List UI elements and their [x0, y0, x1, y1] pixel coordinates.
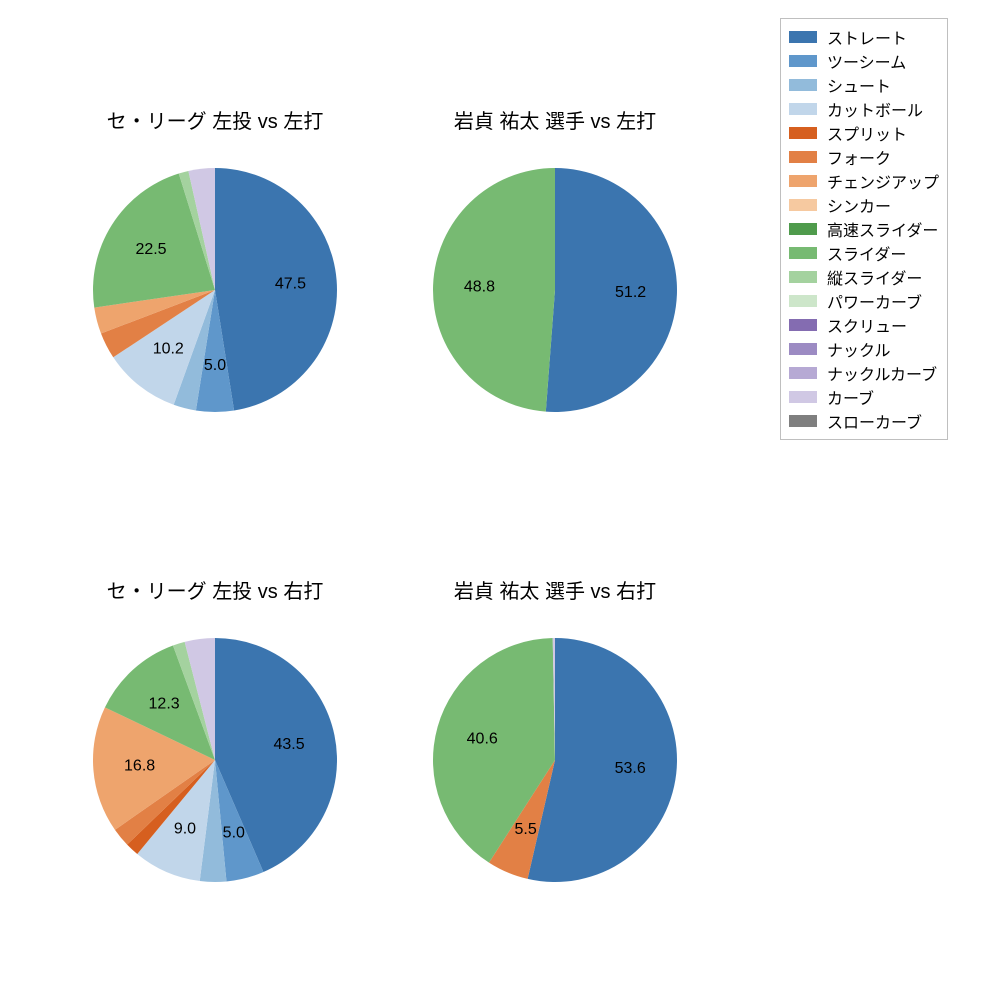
legend-swatch	[789, 319, 817, 331]
pie-chart: 53.6 5.5 40.6	[393, 598, 717, 922]
legend-label: ストレート	[827, 25, 907, 49]
pie-slice-label: 9.0	[174, 821, 196, 838]
legend-label: ナックルカーブ	[827, 361, 937, 385]
legend: ストレートツーシームシュートカットボールスプリットフォークチェンジアップシンカー…	[780, 18, 948, 440]
legend-swatch	[789, 103, 817, 115]
legend-swatch	[789, 271, 817, 283]
pie-slice-label: 51.2	[615, 284, 646, 301]
legend-swatch	[789, 415, 817, 427]
legend-label: スクリュー	[827, 313, 907, 337]
legend-item: 高速スライダー	[789, 217, 939, 241]
legend-label: フォーク	[827, 145, 891, 169]
legend-label: チェンジアップ	[827, 169, 939, 193]
legend-item: シンカー	[789, 193, 939, 217]
legend-item: ストレート	[789, 25, 939, 49]
legend-label: スライダー	[827, 241, 906, 265]
pie-slice-label: 5.5	[514, 821, 536, 838]
legend-item: パワーカーブ	[789, 289, 939, 313]
legend-swatch	[789, 79, 817, 91]
legend-label: ツーシーム	[827, 49, 906, 73]
legend-swatch	[789, 295, 817, 307]
legend-item: スライダー	[789, 241, 939, 265]
legend-item: 縦スライダー	[789, 265, 939, 289]
legend-label: カーブ	[827, 385, 874, 409]
pie-chart: 43.5 5.0 9.0 16.8 12.3	[53, 598, 377, 922]
legend-item: フォーク	[789, 145, 939, 169]
pie-slice-label: 43.5	[273, 736, 304, 753]
pie-slice-label: 12.3	[149, 695, 180, 712]
legend-item: ナックル	[789, 337, 939, 361]
legend-item: カーブ	[789, 385, 939, 409]
pie-slice-label: 48.8	[464, 278, 495, 295]
legend-label: ナックル	[827, 337, 891, 361]
legend-label: 高速スライダー	[827, 217, 938, 241]
legend-label: シュート	[827, 73, 891, 97]
chart-grid: セ・リーグ 左投 vs 左打47.55.010.222.5岩貞 祐太 選手 vs…	[0, 0, 1000, 1000]
legend-item: スローカーブ	[789, 409, 939, 433]
pie-slice-label: 5.0	[204, 357, 226, 374]
pie-chart: 51.2 48.8	[393, 128, 717, 452]
legend-item: ナックルカーブ	[789, 361, 939, 385]
legend-label: スローカーブ	[827, 409, 922, 433]
pie-slice-label: 5.0	[223, 824, 245, 841]
legend-swatch	[789, 151, 817, 163]
legend-item: スクリュー	[789, 313, 939, 337]
legend-label: シンカー	[827, 193, 891, 217]
legend-item: チェンジアップ	[789, 169, 939, 193]
legend-swatch	[789, 55, 817, 67]
legend-swatch	[789, 199, 817, 211]
legend-item: ツーシーム	[789, 49, 939, 73]
legend-item: カットボール	[789, 97, 939, 121]
legend-item: シュート	[789, 73, 939, 97]
legend-swatch	[789, 31, 817, 43]
legend-swatch	[789, 127, 817, 139]
legend-swatch	[789, 223, 817, 235]
legend-swatch	[789, 391, 817, 403]
pie-slice-label: 16.8	[124, 757, 155, 774]
legend-label: スプリット	[827, 121, 907, 145]
pie-slice-label: 10.2	[153, 341, 184, 358]
pie-slice-label: 47.5	[275, 275, 306, 292]
legend-swatch	[789, 175, 817, 187]
pie-slice-label: 22.5	[135, 241, 166, 258]
pie-slice	[546, 168, 677, 412]
pie-chart: 47.5 5.0 10.2 22.5	[53, 128, 377, 452]
legend-label: カットボール	[827, 97, 923, 121]
legend-item: スプリット	[789, 121, 939, 145]
legend-label: パワーカーブ	[827, 289, 922, 313]
legend-label: 縦スライダー	[827, 265, 922, 289]
pie-slice-label: 53.6	[615, 760, 646, 777]
legend-swatch	[789, 343, 817, 355]
legend-swatch	[789, 367, 817, 379]
legend-swatch	[789, 247, 817, 259]
pie-slice-label: 40.6	[467, 731, 498, 748]
